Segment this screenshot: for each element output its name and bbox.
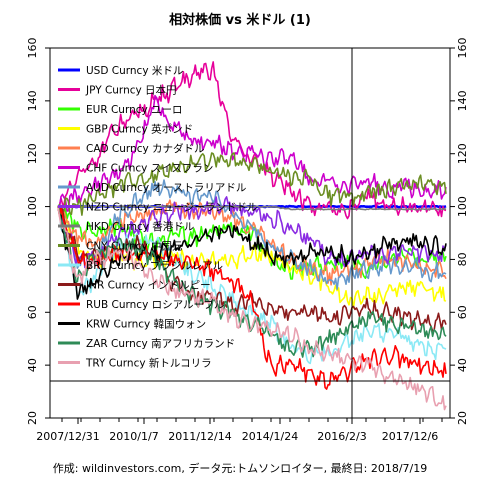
y-tick-label-left-4: 100	[26, 196, 39, 217]
legend-label-10: BRL Curncy ブラジルレアル	[86, 259, 223, 272]
y-tick-label-left-7: 160	[26, 38, 39, 59]
legend-label-9: CNY Curncy 中国元	[86, 240, 183, 253]
y-tick-label-right-5: 120	[456, 143, 469, 164]
series-line-1	[57, 61, 447, 220]
y-tick-label-right-7: 160	[456, 38, 469, 59]
series-layer	[57, 61, 447, 411]
legend: USD Curncy 米ドル JPY Curncy 日本円 EUR Curncy ユ…	[58, 64, 257, 370]
y-tick-label-right-2: 60	[456, 305, 469, 319]
y-tick-label-right-3: 80	[456, 252, 469, 266]
y-tick-label-left-0: 20	[26, 411, 39, 425]
y-tick-label-right-4: 100	[456, 196, 469, 217]
series-line-12	[57, 206, 447, 390]
chart-footer: 作成: wildinvestors.com, データ元:トムソンロイター, 最終…	[53, 461, 427, 475]
y-tick-label-right-6: 140	[456, 90, 469, 111]
y-tick-label-left-6: 140	[26, 90, 39, 111]
y-tick-label-left-1: 40	[26, 358, 39, 372]
legend-label-4: CAD Curncy カナダドル	[86, 142, 205, 155]
x-tick-label-1: 2010/1/7	[109, 430, 158, 443]
series-line-4	[57, 199, 447, 286]
x-tick-label-5: 2017/12/6	[382, 430, 438, 443]
legend-label-2: EUR Curncy ユーロ	[86, 104, 183, 116]
x-tick-label-3: 2014/1/24	[242, 430, 298, 443]
y-tick-label-right-1: 40	[456, 358, 469, 372]
series-line-6	[57, 179, 447, 291]
reference-lines	[50, 48, 450, 418]
legend-label-11: INR Curncy インドルピー	[86, 280, 211, 292]
series-line-8	[57, 205, 447, 211]
series-line-2	[57, 206, 447, 280]
legend-label-0: USD Curncy 米ドル	[86, 64, 183, 77]
legend-label-13: KRW Curncy 韓国ウォン	[86, 319, 206, 331]
legend-label-15: TRY Curncy 新トルコリラ	[85, 357, 212, 370]
series-line-15	[57, 206, 447, 411]
legend-label-14: ZAR Curncy 南アフリカランド	[86, 337, 235, 350]
legend-label-3: GBP Curncy 英ポンド	[86, 123, 193, 136]
y-tick-label-left-5: 120	[26, 143, 39, 164]
legend-label-7: NZD Curncy ニュージーランドドル	[86, 202, 257, 214]
x-tick-label-2: 2011/12/14	[168, 430, 231, 443]
y-tick-label-right-0: 20	[456, 411, 469, 425]
y-tick-label-left-3: 80	[26, 252, 39, 266]
legend-label-6: AUD Curncy オーストラリアドル	[86, 182, 246, 194]
series-line-9	[57, 152, 447, 216]
x-tick-label-0: 2007/12/31	[36, 430, 99, 443]
legend-label-1: JPY Curncy 日本円	[85, 84, 177, 97]
legend-label-5: CHF Curncy スイスフラン	[86, 163, 213, 175]
x-tick-label-4: 2016/2/3	[317, 430, 366, 443]
legend-label-12: RUB Curncy ロシアルーブル	[86, 298, 224, 311]
plot-frame	[49, 47, 451, 419]
legend-label-8: HKD Curncy 香港ドル	[86, 221, 194, 233]
axes: 20 20 40 40 60 60 80 80 100 100 120 120 140 140 160 160…	[26, 38, 469, 444]
y-tick-label-left-2: 60	[26, 305, 39, 319]
chart-title: 相対株価 vs 米ドル (1)	[169, 12, 311, 28]
